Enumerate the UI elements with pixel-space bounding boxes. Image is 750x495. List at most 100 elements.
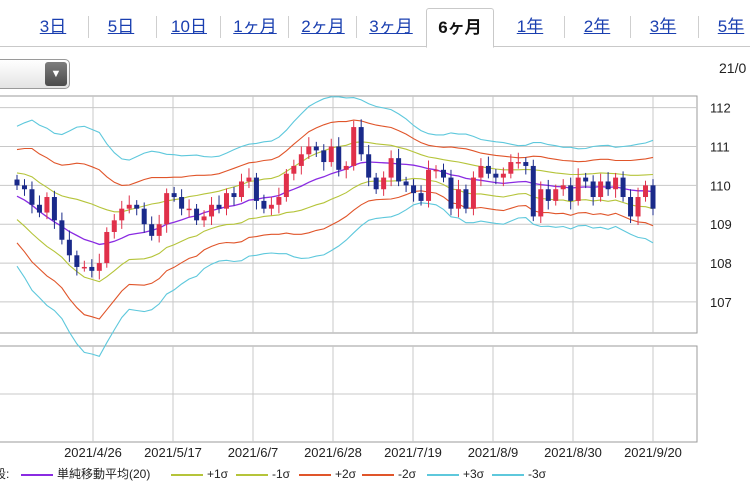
tab-8[interactable]: 1年	[516, 17, 544, 36]
candle-body	[313, 146, 319, 151]
tab-7[interactable]: 6ヶ月	[426, 8, 494, 48]
legend-swatch	[427, 474, 459, 476]
candle-body	[568, 185, 574, 201]
legend-label: +2σ	[335, 467, 357, 481]
tab-11[interactable]: 5年	[717, 17, 745, 36]
candle-body	[156, 224, 162, 236]
candle-body	[306, 146, 312, 155]
candle-body	[89, 266, 95, 271]
candle-body	[14, 179, 20, 186]
tab-6[interactable]: 3ヶ月	[369, 17, 413, 36]
price-chart[interactable]: 107 108 109 110 111 112 2021/4/26 2021/5/17 2021…	[0, 0, 750, 465]
tab-separator	[156, 16, 157, 38]
tab-separator	[356, 16, 357, 38]
legend-swatch	[362, 474, 394, 476]
tab-separator	[288, 16, 289, 38]
candle-body	[448, 177, 454, 209]
y-tick-label: 108	[710, 256, 732, 271]
candle-body	[141, 208, 147, 225]
candle-body	[209, 204, 215, 217]
candle-body	[186, 208, 192, 211]
x-tick-label: 2021/7/19	[384, 445, 442, 460]
date-readout: 21/0	[719, 60, 747, 76]
candle-body	[253, 177, 259, 201]
candle-body	[238, 181, 244, 198]
candle-body	[403, 181, 409, 186]
candle-body	[149, 224, 155, 236]
tab-5[interactable]: 2ヶ月	[301, 17, 345, 36]
legend-label: -1σ	[272, 467, 291, 481]
candle-body	[388, 158, 394, 178]
candle-body	[261, 200, 267, 209]
candle-body	[590, 181, 596, 198]
candle-body	[545, 189, 551, 201]
candle-body	[366, 154, 372, 178]
band-sma20	[16, 161, 654, 246]
band-upper2	[16, 119, 654, 186]
legend-swatch	[171, 474, 203, 476]
candle-body	[216, 204, 222, 209]
tab-4[interactable]: 1ヶ月	[233, 17, 277, 36]
candle-body	[351, 127, 357, 166]
legend-label: -3σ	[528, 467, 547, 481]
legend-label: -2σ	[398, 467, 417, 481]
candle-body	[291, 165, 297, 174]
candle-body	[598, 181, 604, 198]
candle-body	[650, 185, 656, 209]
candle-body	[485, 165, 491, 174]
candle-body	[268, 204, 274, 209]
candle-body	[538, 189, 544, 217]
candle-body	[36, 204, 42, 213]
candle-body	[373, 177, 379, 190]
tab-separator	[220, 16, 221, 38]
tab-2[interactable]: 5日	[107, 17, 135, 36]
legend-swatch	[492, 474, 524, 476]
legend-label: 単純移動平均(20)	[57, 467, 151, 481]
candle-body	[298, 154, 304, 166]
candle-body	[478, 165, 484, 178]
candle-body	[283, 173, 289, 198]
candle-body	[343, 165, 349, 170]
tab-3[interactable]: 10日	[171, 17, 207, 36]
candle-body	[126, 204, 132, 209]
candle-body	[29, 189, 35, 205]
x-tick-label: 2021/6/28	[304, 445, 362, 460]
candle-body	[553, 189, 559, 201]
legend-swatch	[236, 474, 268, 476]
candle-body	[321, 150, 327, 163]
y-tick-label: 110	[710, 178, 731, 193]
candle-body	[224, 193, 230, 209]
x-tick-label: 2021/6/7	[228, 445, 279, 460]
band-upper3	[16, 96, 654, 161]
candle-body	[620, 177, 626, 198]
legend-label: +3σ	[463, 467, 485, 481]
candle-body	[44, 197, 50, 213]
candle-body	[134, 204, 140, 209]
candle-body	[328, 146, 334, 163]
tab-1[interactable]: 3日	[39, 17, 67, 36]
x-tick-label: 2021/5/17	[144, 445, 202, 460]
band-lower2	[16, 190, 654, 320]
candle-body	[201, 216, 207, 221]
candle-body	[396, 158, 402, 182]
tab-9[interactable]: 2年	[583, 17, 611, 36]
candle-body	[418, 193, 424, 201]
candle-body	[179, 197, 185, 209]
candle-body	[560, 185, 566, 190]
candle-body	[643, 185, 649, 198]
candle-body	[171, 193, 177, 198]
y-tick-label: 107	[710, 295, 732, 310]
tab-10[interactable]: 3年	[649, 17, 677, 36]
candle-body	[59, 220, 65, 240]
candle-body	[426, 169, 432, 201]
indicator-select[interactable]: ▼	[0, 59, 70, 89]
candle-body	[51, 197, 57, 221]
period-tabs: 3日 5日 10日 1ヶ月 2ヶ月 3ヶ月 6ヶ月 1年 2年 3年 5年	[0, 8, 750, 48]
candle-body	[336, 146, 342, 170]
candle-body	[411, 185, 417, 194]
candle-body	[530, 165, 536, 217]
candle-body	[613, 177, 619, 190]
candle-body	[74, 255, 80, 267]
x-tick-label: 2021/8/9	[468, 445, 519, 460]
candle-body	[583, 177, 589, 182]
